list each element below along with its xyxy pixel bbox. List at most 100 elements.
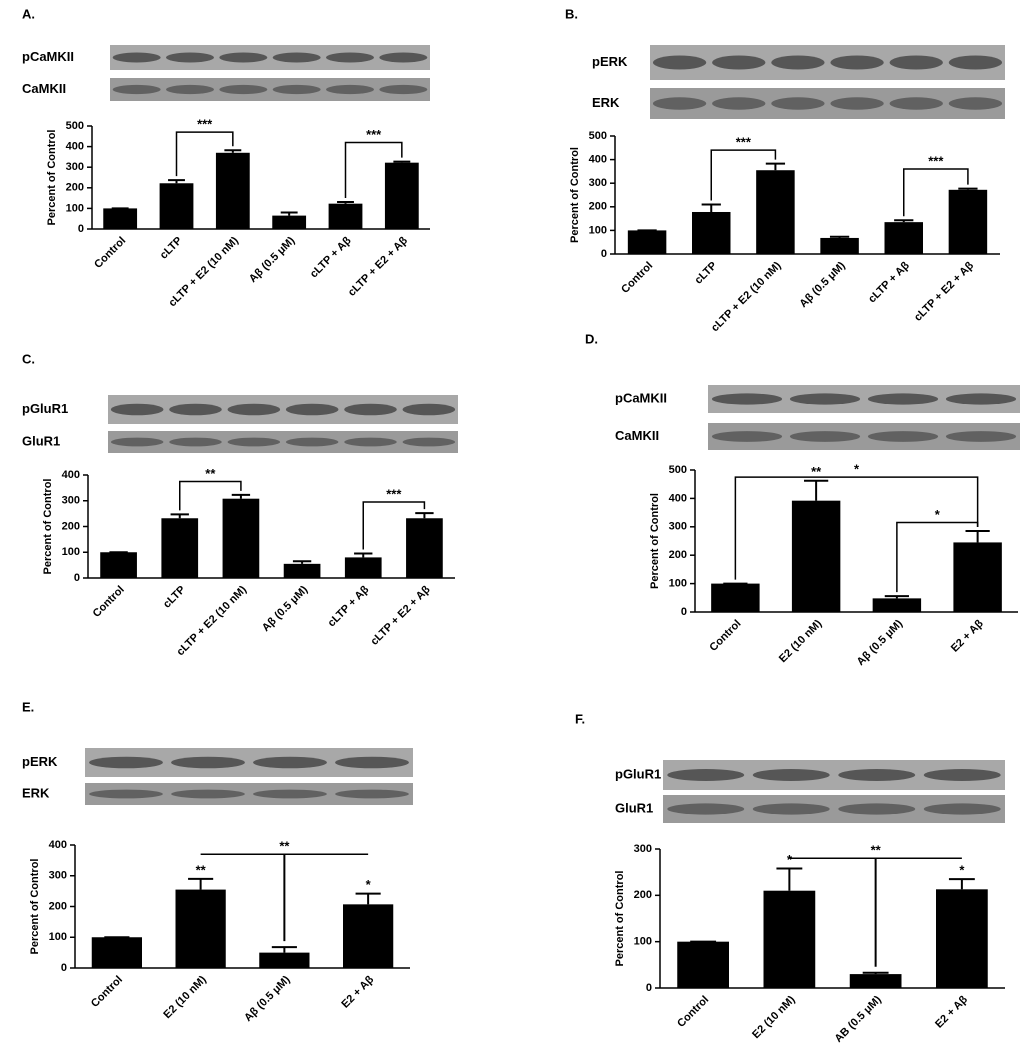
- blot-band: [948, 97, 1003, 110]
- blot-band: [711, 431, 783, 442]
- x-tick-label: cLTP + E2 + Aβ: [346, 234, 410, 298]
- blot-band: [253, 789, 327, 799]
- blot-band: [830, 55, 884, 70]
- blot-band: [789, 431, 861, 442]
- x-tick-label: Aβ (0.5 μM): [247, 234, 298, 285]
- blot-band: [169, 403, 222, 416]
- error-bar: [355, 892, 381, 905]
- bar: [953, 542, 1002, 612]
- blot-band: [889, 97, 943, 110]
- y-tick-label: 0: [74, 572, 80, 584]
- y-tick-label: 100: [49, 931, 67, 943]
- blot-band: [166, 52, 214, 63]
- error-bar: [701, 203, 721, 212]
- significance: **: [279, 839, 290, 854]
- blot: [110, 45, 430, 70]
- bar: [161, 518, 199, 578]
- bar: [259, 952, 310, 968]
- y-tick-label: 200: [49, 900, 67, 912]
- blot-band: [752, 769, 830, 781]
- error-bar: [965, 530, 990, 543]
- bar: [175, 889, 226, 968]
- y-axis-label: Percent of Control: [42, 479, 54, 575]
- bracket: [175, 131, 234, 177]
- blot-band: [789, 393, 861, 405]
- blot-band: [110, 403, 164, 416]
- error-bar: [170, 513, 189, 519]
- bar: [820, 237, 859, 254]
- blot-band: [285, 403, 339, 416]
- y-tick-label: 500: [589, 130, 607, 142]
- x-tick-label: cLTP: [693, 260, 720, 287]
- blot-band: [335, 756, 409, 769]
- blot-band: [923, 769, 1001, 781]
- blot-band: [89, 756, 163, 769]
- blot-band: [711, 393, 783, 405]
- significance: **: [871, 843, 882, 858]
- blot-band: [945, 431, 1017, 442]
- blot-band: [110, 437, 164, 447]
- error-bar: [224, 149, 242, 153]
- y-tick-label: 300: [66, 161, 84, 173]
- bar: [936, 889, 988, 988]
- bar: [849, 974, 902, 988]
- panel-label: C.: [22, 351, 35, 366]
- blot-label: GluR1: [615, 800, 653, 815]
- error-bar: [271, 946, 297, 953]
- y-axis-label: Percent of Control: [46, 130, 58, 226]
- blot: [108, 395, 458, 424]
- significance: ***: [366, 127, 382, 142]
- error-bar: [354, 552, 373, 558]
- significance: ***: [928, 153, 944, 168]
- bar: [103, 208, 138, 229]
- bracket: [896, 521, 979, 593]
- blot-band: [752, 803, 830, 815]
- y-axis-label: Percent of Control: [649, 493, 661, 589]
- significance: *: [366, 877, 372, 892]
- blot-band: [945, 393, 1017, 405]
- blot-label: pERK: [22, 754, 58, 769]
- x-tick-label: E2 + Aβ: [933, 993, 970, 1030]
- x-tick-label: cLTP: [161, 584, 188, 611]
- error-bar: [804, 479, 829, 501]
- y-axis-label: Percent of Control: [614, 871, 626, 967]
- error-bar: [776, 867, 803, 891]
- y-tick-label: 100: [62, 546, 80, 558]
- y-tick-label: 0: [601, 248, 607, 260]
- bar: [91, 937, 142, 968]
- blot-label: pCaMKII: [22, 49, 74, 64]
- x-tick-label: Aβ (0.5 μM): [260, 583, 311, 634]
- x-tick-label: Control: [707, 618, 743, 654]
- blot-band: [379, 84, 428, 95]
- blot-band: [923, 803, 1001, 815]
- blot-band: [379, 52, 428, 63]
- y-tick-label: 100: [66, 202, 84, 214]
- error-bar: [948, 878, 975, 890]
- bar: [692, 211, 731, 254]
- blot: [85, 783, 413, 805]
- y-tick-label: 400: [49, 839, 67, 851]
- y-tick-label: 0: [78, 223, 84, 235]
- blot-band: [272, 52, 321, 63]
- bracket: [344, 141, 403, 199]
- y-tick-label: 200: [62, 520, 80, 532]
- blot-label: pGluR1: [22, 401, 68, 416]
- y-tick-label: 100: [589, 224, 607, 236]
- bracket: [179, 480, 242, 511]
- y-tick-label: 0: [646, 982, 652, 994]
- blot-band: [171, 789, 245, 799]
- blot: [650, 88, 1005, 119]
- y-tick-label: 400: [66, 141, 84, 153]
- bracket: [362, 501, 426, 550]
- blot-band: [771, 55, 825, 70]
- blot-band: [667, 803, 745, 815]
- bar: [763, 890, 816, 988]
- blot-label: CaMKII: [615, 428, 659, 443]
- blot-band: [227, 437, 281, 447]
- blot-band: [285, 437, 339, 447]
- y-axis-label: Percent of Control: [569, 147, 581, 243]
- error-bar: [337, 201, 354, 204]
- x-tick-label: Control: [675, 994, 711, 1030]
- x-tick-label: Control: [92, 235, 128, 271]
